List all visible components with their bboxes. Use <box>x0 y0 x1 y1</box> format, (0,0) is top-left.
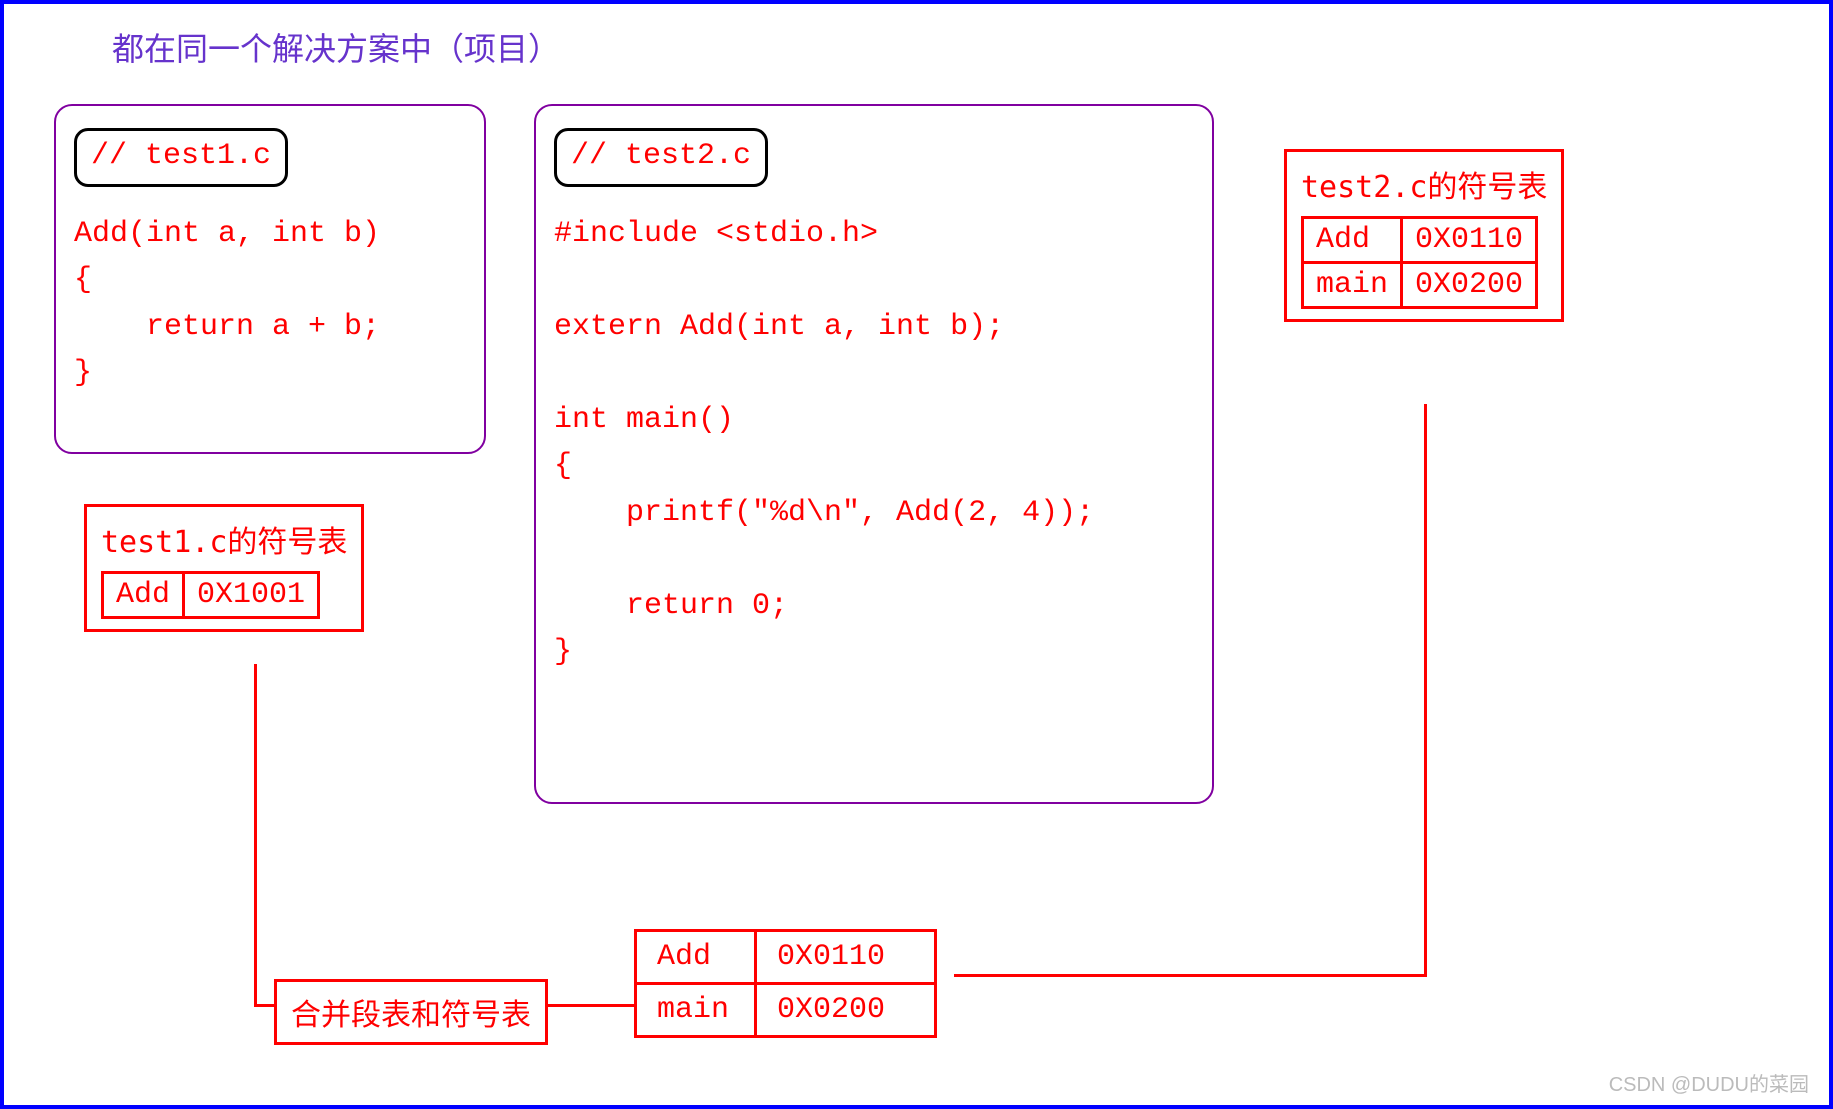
sym-cell: 0X0110 <box>1402 218 1537 263</box>
connector-right-horizontal <box>954 974 1427 977</box>
code-test1: Add(int a, int b) { return a + b; } <box>74 211 466 397</box>
filename-test1-text: // test1.c <box>91 139 271 173</box>
symbol-table-test1-table: Add 0X1001 <box>101 571 320 619</box>
symbol-table-test2-table: Add 0X0110 main 0X0200 <box>1301 216 1538 309</box>
filename-test1: // test1.c <box>74 128 288 187</box>
sym-cell: main <box>1303 263 1402 308</box>
sym-cell: Add <box>1303 218 1402 263</box>
connector-right-vertical <box>1424 404 1427 974</box>
connector-left-vertical <box>254 664 257 1004</box>
code-box-test1: // test1.c Add(int a, int b) { return a … <box>54 104 486 454</box>
merge-cell: 0X0110 <box>756 931 936 984</box>
diagram-title: 都在同一个解决方案中（项目） <box>112 24 560 70</box>
merge-cell: main <box>636 984 756 1037</box>
merge-table: Add 0X0110 main 0X0200 <box>634 929 937 1038</box>
diagram-canvas: 都在同一个解决方案中（项目） // test1.c Add(int a, int… <box>0 0 1833 1109</box>
watermark: CSDN @DUDU的菜园 <box>1609 1068 1809 1097</box>
code-test2: #include <stdio.h> extern Add(int a, int… <box>554 211 1194 676</box>
symbol-table-test1: test1.c的符号表 Add 0X1001 <box>84 504 364 632</box>
table-row: Add 0X0110 <box>636 931 936 984</box>
table-row: Add 0X0110 <box>1303 218 1537 263</box>
filename-test2: // test2.c <box>554 128 768 187</box>
merge-cell: Add <box>636 931 756 984</box>
symbol-table-test2-title: test2.c的符号表 <box>1301 162 1547 206</box>
table-row: main 0X0200 <box>636 984 936 1037</box>
sym-cell: Add <box>103 573 184 618</box>
merge-cell: 0X0200 <box>756 984 936 1037</box>
table-row: main 0X0200 <box>1303 263 1537 308</box>
table-row: Add 0X1001 <box>103 573 319 618</box>
sym-cell: 0X0200 <box>1402 263 1537 308</box>
code-box-test2: // test2.c #include <stdio.h> extern Add… <box>534 104 1214 804</box>
filename-test2-text: // test2.c <box>571 139 751 173</box>
symbol-table-test1-title: test1.c的符号表 <box>101 517 347 561</box>
sym-cell: 0X1001 <box>184 573 319 618</box>
symbol-table-test2: test2.c的符号表 Add 0X0110 main 0X0200 <box>1284 149 1564 322</box>
merge-label: 合并段表和符号表 <box>274 979 548 1045</box>
